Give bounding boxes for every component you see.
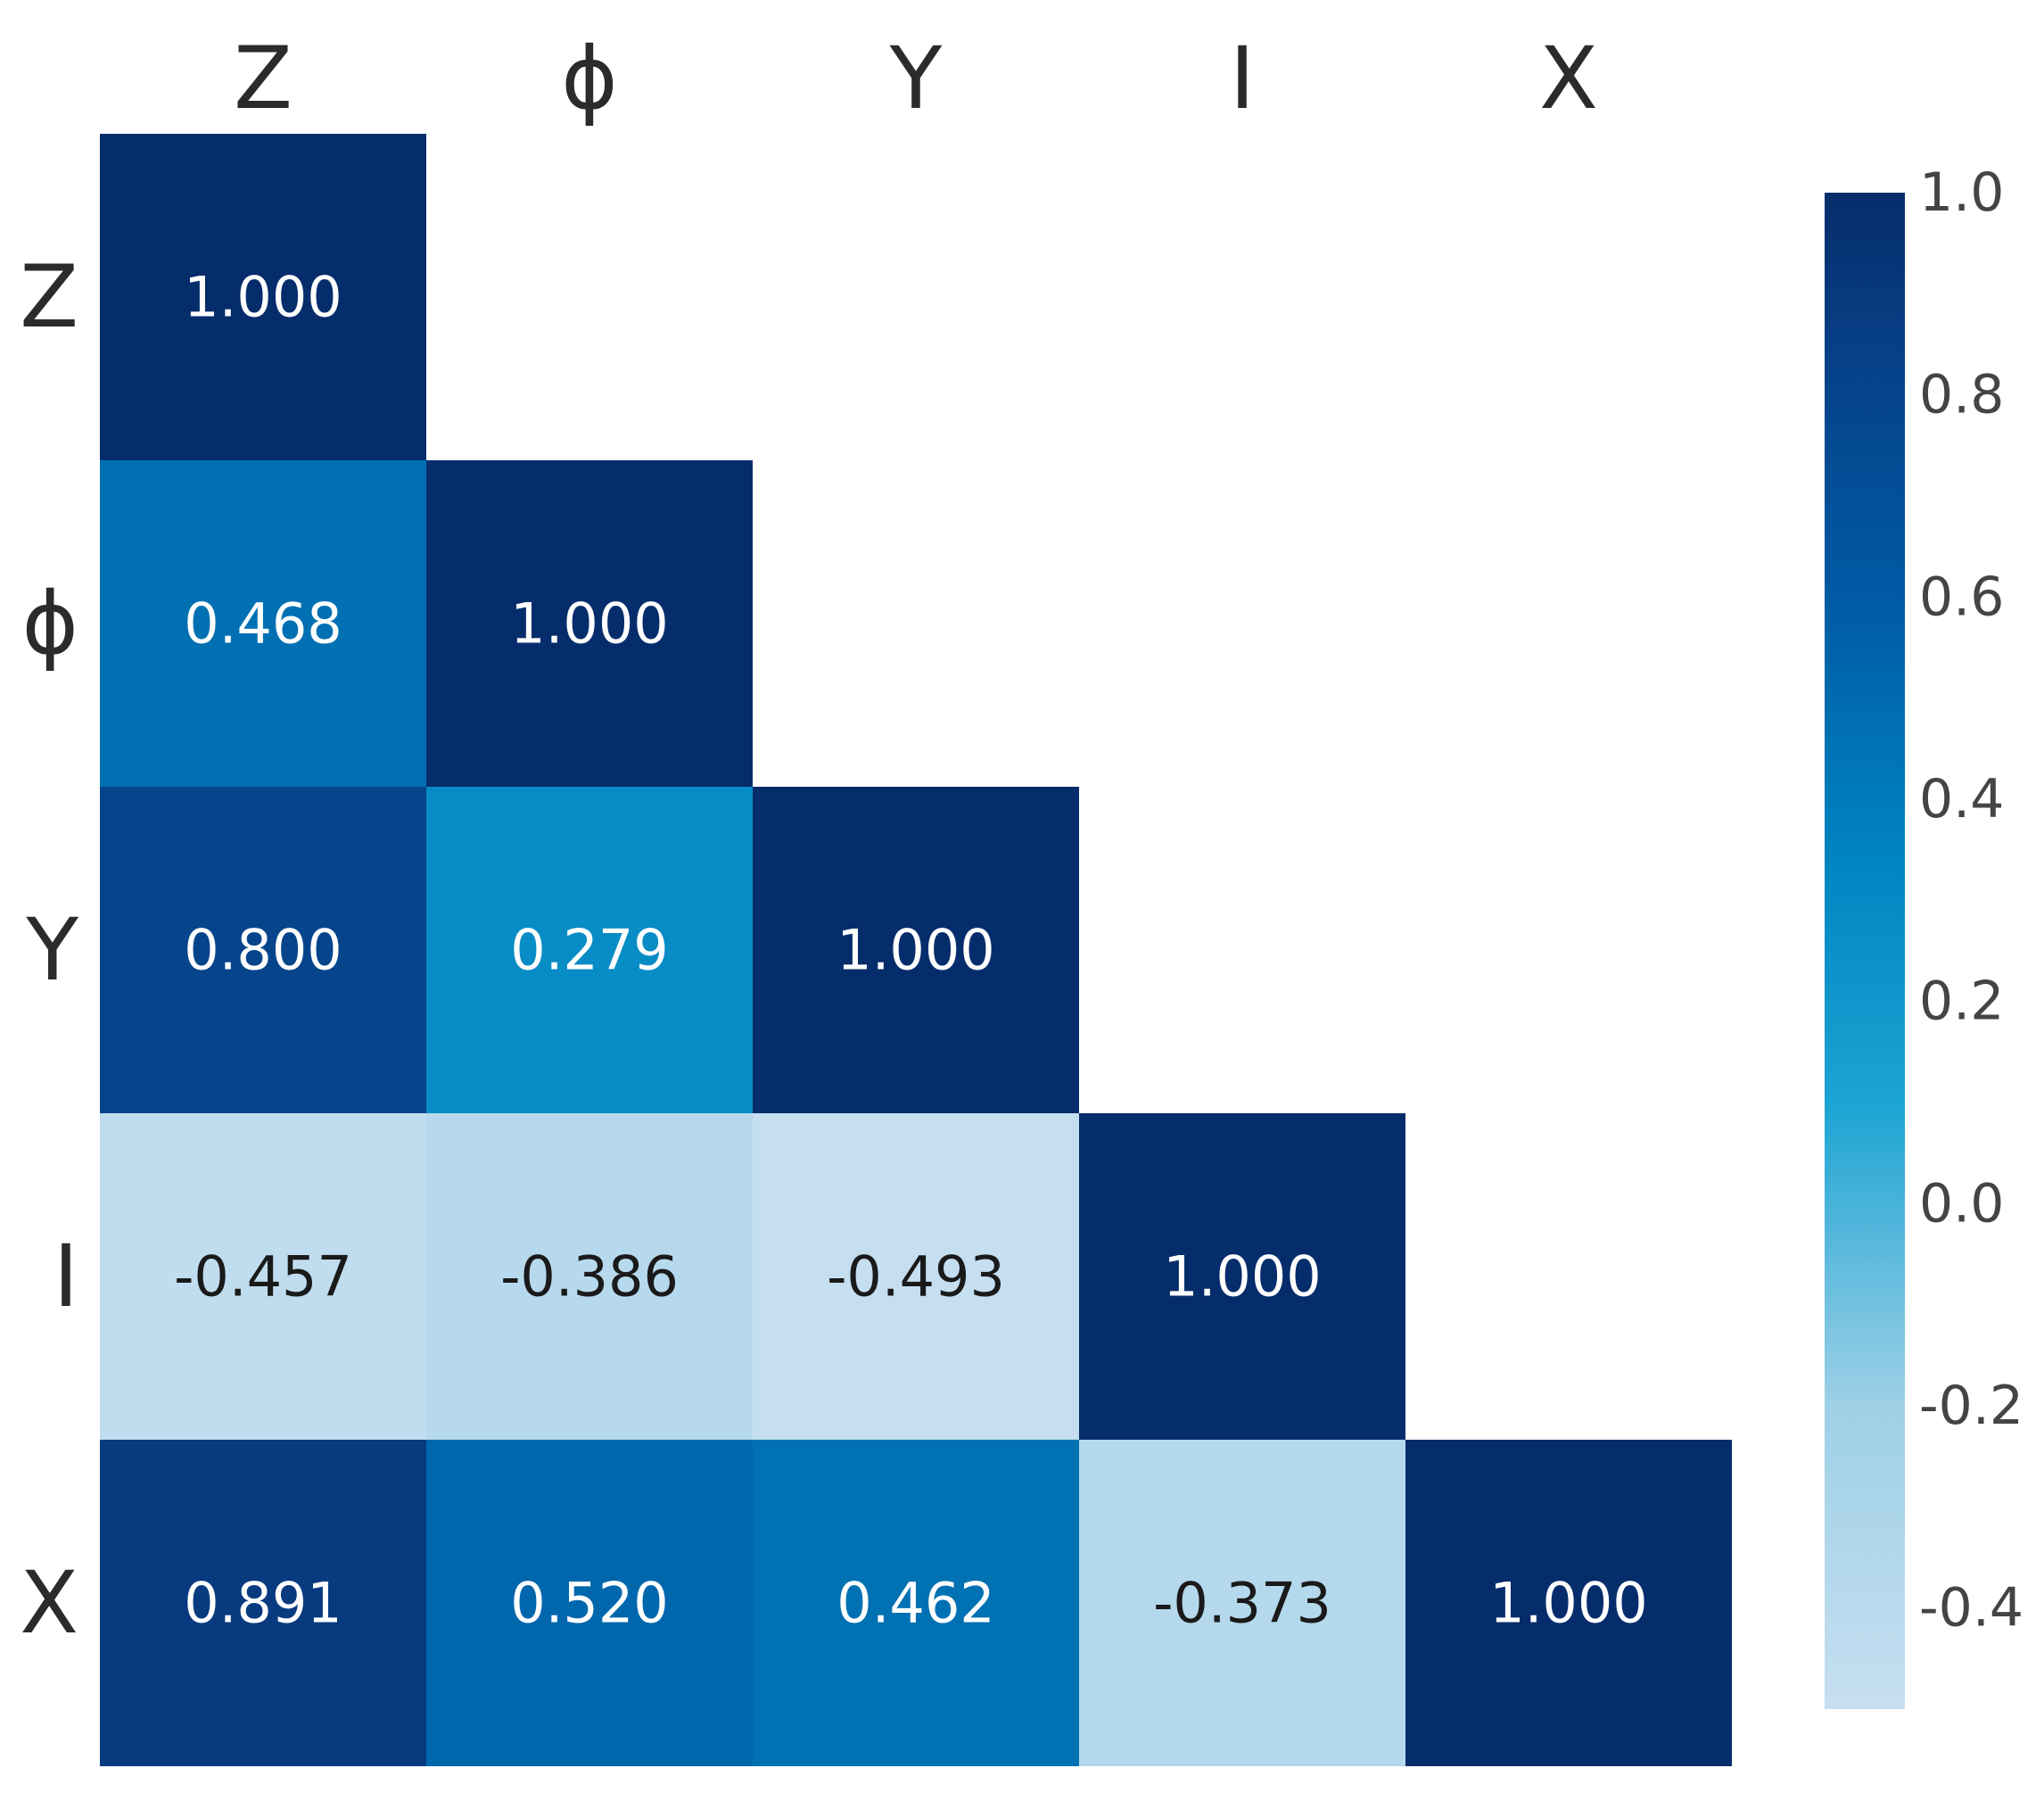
x-tick-label: I — [1230, 29, 1255, 128]
cell-value-label: 0.891 — [184, 1571, 342, 1636]
colorbar-tick-label: -0.2 — [1919, 1375, 2023, 1437]
cell-value-label: -0.457 — [174, 1244, 352, 1309]
cell-value-label: 0.800 — [184, 918, 342, 983]
colorbar-tick-label: 0.4 — [1919, 768, 2004, 830]
heatmap-cell-1-0 — [100, 460, 426, 787]
y-tick-label: ϕ — [22, 574, 78, 673]
cell-value-label: 0.279 — [510, 918, 669, 983]
cell-value-label: 1.000 — [837, 918, 995, 983]
cell-value-label: 1.000 — [184, 265, 342, 330]
y-tick-label: X — [20, 1553, 78, 1653]
colorbar-tick-label: 1.0 — [1919, 161, 2004, 224]
heatmap-cell-2-1 — [426, 787, 753, 1113]
colorbar-ticks: 1.0 0.8 0.6 0.4 0.2 0.0 -0.2 -0.4 — [1919, 161, 2023, 1640]
heatmap-cell-3-2 — [753, 1113, 1079, 1440]
heatmap-cell-3-0 — [100, 1113, 426, 1440]
cell-value-label: 0.520 — [510, 1571, 669, 1636]
cell-value-label: 0.462 — [837, 1571, 995, 1636]
cell-value-label: 0.468 — [184, 591, 342, 657]
y-axis-labels: Zϕ Y I X — [20, 247, 78, 1653]
colorbar-scale — [1825, 193, 1905, 1709]
y-tick-label: Y — [25, 900, 78, 1000]
colorbar-tick-label: 0.6 — [1919, 566, 2004, 628]
cell-value-label: -0.386 — [500, 1244, 679, 1309]
x-tick-label: Y — [889, 29, 943, 128]
x-tick-label: ϕ — [561, 29, 617, 128]
y-tick-label: Z — [20, 247, 78, 347]
colorbar-tick-label: -0.4 — [1919, 1577, 2023, 1640]
heatmap-cell-4-3 — [1079, 1440, 1405, 1766]
heatmap-cell-2-2 — [753, 787, 1079, 1113]
y-tick-label: I — [54, 1227, 78, 1326]
heatmap-cell-1-1 — [426, 460, 753, 787]
heatmap-cell-4-1 — [426, 1440, 753, 1766]
colorbar: 1.0 0.8 0.6 0.4 0.2 0.0 -0.2 -0.4 — [1825, 161, 2023, 1709]
cell-value-label: -0.493 — [827, 1244, 1005, 1309]
heatmap-cell-4-4 — [1405, 1440, 1732, 1766]
heatmap-cell-3-1 — [426, 1113, 753, 1440]
heatmap-cells — [100, 134, 1732, 1766]
heatmap-cell-0-0 — [100, 134, 426, 460]
heatmap-cell-4-0 — [100, 1440, 426, 1766]
heatmap-cell-2-0 — [100, 787, 426, 1113]
heatmap-cell-3-3 — [1079, 1113, 1405, 1440]
colorbar-tick-label: 0.0 — [1919, 1172, 2004, 1235]
heatmap-cell-labels: 1.000 0.468 1.000 0.800 0.279 1.000 -0.457 -0.3… — [174, 265, 1648, 1636]
cell-value-label: 1.000 — [1489, 1571, 1648, 1636]
cell-value-label: -0.373 — [1153, 1571, 1331, 1636]
x-tick-label: Z — [234, 29, 293, 128]
colorbar-tick-label: 0.8 — [1919, 364, 2004, 426]
x-tick-label: X — [1539, 29, 1598, 128]
heatmap-cell-4-2 — [753, 1440, 1079, 1766]
cell-value-label: 1.000 — [510, 591, 669, 657]
colorbar-tick-label: 0.2 — [1919, 971, 2004, 1033]
cell-value-label: 1.000 — [1163, 1244, 1322, 1309]
